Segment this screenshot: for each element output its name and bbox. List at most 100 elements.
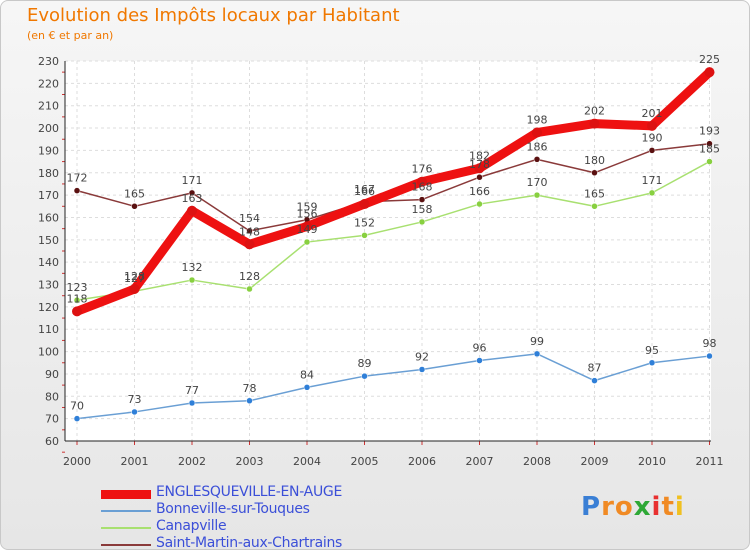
logo-letter: i: [674, 492, 685, 522]
data-point: [706, 352, 713, 360]
logo-letter: x: [633, 492, 652, 522]
y-tick-label: 80: [45, 390, 59, 403]
data-point: [187, 205, 197, 216]
data-label: 198: [527, 114, 548, 127]
data-point: [648, 189, 656, 197]
data-label: 148: [239, 225, 260, 238]
data-label: 176: [412, 163, 433, 176]
data-label: 172: [67, 172, 88, 185]
y-tick-label: 200: [38, 122, 59, 135]
data-label: 127: [124, 272, 145, 285]
data-point: [361, 232, 368, 239]
data-point: [706, 158, 713, 165]
legend-swatch: [101, 510, 151, 512]
data-point: [418, 196, 426, 203]
data-label: 154: [239, 212, 260, 225]
y-tick-label: 210: [38, 100, 59, 113]
data-point: [417, 176, 427, 187]
data-label: 166: [469, 185, 490, 198]
data-label: 92: [415, 350, 429, 363]
y-tick-label: 60: [45, 435, 59, 448]
data-label: 152: [354, 216, 375, 229]
chart-title: Evolution des Impôts locaux par Habitant: [27, 5, 400, 26]
y-tick-label: 140: [38, 256, 59, 269]
data-label: 185: [699, 143, 720, 156]
legend-swatch: [101, 544, 151, 546]
data-point: [73, 296, 81, 304]
data-label: 168: [412, 181, 433, 194]
data-point: [244, 239, 255, 250]
y-tick-label: 100: [38, 346, 59, 359]
data-point: [533, 191, 541, 199]
x-tick-label: 2001: [121, 455, 149, 468]
y-tick-label: 110: [38, 323, 59, 336]
logo-letter: o: [614, 492, 634, 522]
data-point: [73, 415, 81, 422]
data-label: 87: [588, 362, 602, 375]
data-label: 165: [124, 187, 145, 200]
data-point: [129, 284, 140, 294]
data-label: 128: [239, 270, 260, 283]
data-point: [648, 359, 656, 367]
data-point: [533, 156, 541, 163]
data-label: 77: [185, 384, 199, 397]
y-tick-label: 130: [38, 279, 59, 292]
logo-letter: P: [581, 492, 602, 522]
data-label: 178: [469, 158, 490, 171]
legend-label: Saint-Martin-aux-Chartrains: [156, 535, 343, 550]
y-tick-label: 70: [45, 413, 59, 426]
data-point: [246, 285, 253, 293]
data-label: 95: [645, 344, 659, 357]
x-tick-label: 2009: [581, 455, 609, 468]
data-label: 182: [469, 149, 490, 162]
y-tick-label: 230: [38, 55, 59, 68]
data-point: [361, 372, 368, 380]
data-label: 171: [182, 174, 203, 187]
data-point: [303, 384, 311, 391]
data-label: 190: [642, 131, 663, 144]
data-point: [476, 357, 483, 364]
logo-letter: i: [651, 492, 662, 522]
data-point: [188, 189, 196, 197]
series-line-2: [76, 160, 711, 301]
data-point: [73, 187, 81, 194]
data-label: 96: [473, 342, 487, 355]
data-point: [591, 169, 598, 177]
data-label: 118: [67, 292, 88, 305]
data-label: 73: [128, 393, 142, 406]
data-point: [188, 276, 196, 284]
series-line-3: [76, 142, 711, 232]
data-point: [303, 238, 311, 246]
data-label: 123: [67, 281, 88, 294]
data-label: 158: [412, 203, 433, 216]
data-label: 78: [243, 382, 257, 395]
y-tick-label: 220: [38, 77, 59, 90]
data-label: 201: [642, 107, 663, 120]
data-point: [188, 399, 196, 407]
data-point: [589, 118, 600, 129]
data-point: [131, 203, 138, 210]
data-label: 149: [297, 223, 318, 236]
y-tick-label: 160: [38, 211, 59, 224]
data-point: [476, 200, 483, 208]
data-point: [72, 306, 82, 317]
data-label: 99: [530, 335, 544, 348]
y-tick-label: 150: [38, 234, 59, 247]
data-label: 166: [354, 185, 375, 198]
x-tick-label: 2011: [696, 455, 724, 468]
series-line-1: [76, 353, 711, 420]
data-label: 193: [699, 125, 720, 138]
data-label: 70: [70, 400, 84, 413]
x-tick-label: 2003: [236, 455, 264, 468]
data-point: [591, 377, 598, 384]
data-label: 84: [300, 368, 314, 381]
data-label: 202: [584, 105, 605, 118]
data-point: [359, 199, 370, 210]
logo-letter: r: [601, 492, 615, 522]
data-label: 128: [124, 270, 145, 283]
data-point: [591, 203, 598, 210]
y-tick-label: 190: [38, 144, 59, 157]
data-point: [418, 366, 426, 373]
